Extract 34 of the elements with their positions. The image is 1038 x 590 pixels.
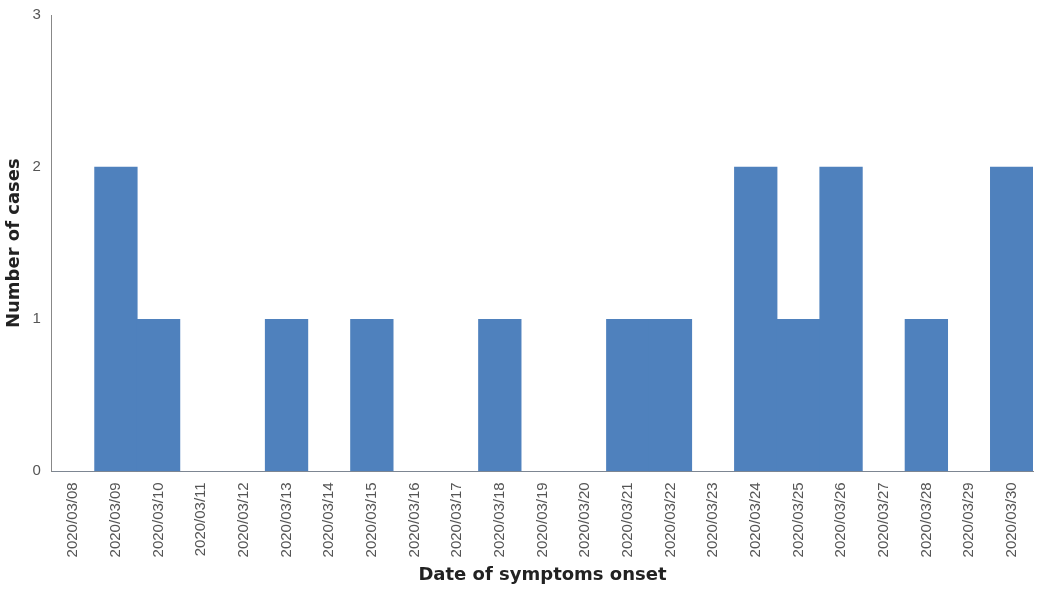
x-tick-label: 2020/03/09 bbox=[106, 482, 124, 558]
x-tick-label: 2020/03/15 bbox=[361, 482, 379, 558]
x-axis-title: Date of symptoms onset bbox=[418, 562, 667, 584]
x-tick-label: 2020/03/08 bbox=[63, 482, 81, 558]
x-tick-label: 2020/03/18 bbox=[489, 482, 507, 558]
x-tick-label: 2020/03/10 bbox=[148, 482, 166, 558]
bar bbox=[350, 318, 394, 472]
x-tick-label: 2020/03/24 bbox=[745, 482, 763, 558]
y-axis-title: Number of cases bbox=[2, 158, 24, 329]
bar bbox=[990, 166, 1033, 472]
y-tick-label: 1 bbox=[32, 309, 41, 327]
x-tick-label: 2020/03/23 bbox=[703, 482, 721, 558]
x-tick-label: 2020/03/17 bbox=[447, 482, 465, 558]
y-tick-label: 0 bbox=[32, 461, 41, 479]
x-tick-label: 2020/03/11 bbox=[191, 482, 209, 557]
x-tick-label: 2020/03/28 bbox=[916, 482, 934, 558]
x-tick-label: 2020/03/29 bbox=[959, 482, 977, 558]
x-tick-label: 2020/03/26 bbox=[831, 482, 849, 558]
x-tick-label: 2020/03/16 bbox=[404, 482, 422, 558]
x-tick-label: 2020/03/14 bbox=[319, 482, 337, 558]
bar bbox=[904, 318, 949, 472]
x-tick-label: 2020/03/25 bbox=[788, 482, 806, 558]
x-tick-label: 2020/03/22 bbox=[660, 482, 678, 558]
x-tick-label: 2020/03/13 bbox=[276, 482, 294, 558]
x-tick-label: 2020/03/27 bbox=[873, 482, 891, 558]
x-tick-label: 2020/03/19 bbox=[532, 482, 550, 558]
x-tick-label: 2020/03/21 bbox=[617, 482, 635, 558]
x-tick-label: 2020/03/20 bbox=[575, 482, 593, 558]
y-tick-label: 3 bbox=[32, 5, 41, 23]
y-tick-label: 2 bbox=[32, 157, 41, 175]
bar bbox=[264, 318, 309, 472]
x-tick-label: 2020/03/12 bbox=[234, 482, 252, 558]
x-tick-label: 2020/03/30 bbox=[1001, 482, 1019, 558]
bar bbox=[478, 318, 522, 472]
